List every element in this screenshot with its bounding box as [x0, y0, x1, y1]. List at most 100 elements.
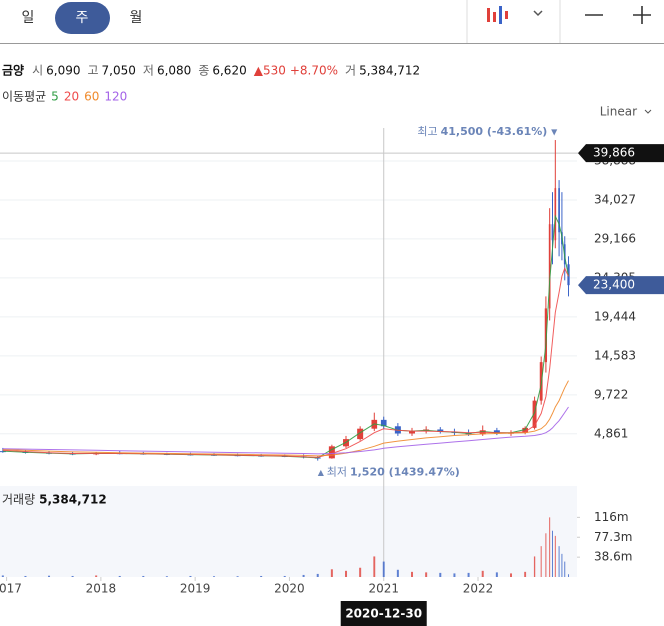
x-tick-label: 2019 [180, 582, 211, 596]
scale-selector[interactable]: Linear [600, 105, 637, 119]
chart-type-icon[interactable] [487, 6, 508, 24]
last-price: 23,400 [593, 278, 635, 292]
volume-bar [330, 569, 333, 577]
volume-bar [260, 575, 263, 577]
volume-bar [558, 546, 560, 577]
quote-value: 7,050 [102, 64, 136, 78]
note-label: 최고 [417, 125, 437, 138]
volume-bar [554, 535, 556, 577]
change-pct: +8.70% [290, 64, 338, 78]
candle-body [0, 451, 6, 453]
last-price-bg [578, 276, 664, 295]
change: ▲530 [254, 64, 286, 78]
ma-legend: 이동평균 5 20 60 120 [2, 90, 127, 104]
volume-bar [302, 574, 305, 577]
volume-bar [545, 533, 547, 577]
volume-bar [453, 573, 456, 577]
candle-body [551, 224, 554, 241]
candle-body [548, 224, 551, 309]
x-tick-label: 2017 [0, 582, 22, 596]
volume-bar [1, 575, 4, 577]
low-annotation: ▲ 최저 1,520 (1439.47%) [318, 466, 460, 479]
volume-bar [189, 575, 192, 577]
selected-tab-bg [55, 2, 110, 34]
quote-label: 종 [198, 64, 209, 78]
y-tick-label: 9,722 [594, 387, 628, 401]
y-tick-label: 19,444 [594, 309, 636, 323]
y-tick-label: 34,027 [594, 192, 636, 206]
crosshair-date-bg [340, 601, 427, 626]
volume-bar [495, 572, 498, 577]
legend-entry: 60 [84, 90, 99, 104]
ma-legend-title: 이동평균 [2, 90, 46, 104]
volume-bar [551, 530, 553, 577]
volume-bar [236, 576, 239, 577]
quote-label: 저 [143, 64, 154, 78]
volume-value: 5,384,712 [39, 493, 107, 507]
volume-bar [142, 575, 145, 577]
candle-body [437, 429, 444, 432]
quote-label: 고 [88, 64, 99, 78]
volume-tick-label: 77.3m [594, 530, 632, 544]
candle-body [522, 427, 528, 433]
volume-bar [564, 561, 566, 577]
volume-bar [24, 575, 27, 577]
volume-bar [283, 575, 286, 577]
candle-body [558, 188, 560, 233]
legend-entry: 120 [104, 90, 127, 104]
volume-title: 거래량 [2, 493, 35, 507]
scale-chevron[interactable] [644, 109, 652, 114]
dropdown-chevron[interactable] [533, 10, 543, 17]
volume-panel [0, 486, 577, 577]
high-annotation: ▼41,500 (-43.61%) 최고 [417, 125, 558, 138]
zoom-in[interactable] [633, 6, 651, 24]
ma-line [2, 380, 569, 457]
ma-line [2, 406, 569, 455]
volume-bar [71, 575, 74, 577]
quote-value: 6,620 [212, 64, 246, 78]
candle-body [357, 428, 364, 440]
volume-bar [382, 561, 385, 577]
tab-week[interactable]: 주 [76, 10, 89, 26]
volume-bar [439, 572, 442, 577]
candle-body [532, 400, 537, 428]
legend-entry: 20 [64, 90, 79, 104]
volume-bar [549, 517, 551, 577]
marker: ▼ [551, 128, 558, 137]
tab-day[interactable]: 일 [22, 10, 35, 26]
quote-value: 6,090 [46, 64, 80, 78]
note-value: 1,520 (1439.47%) [350, 466, 460, 479]
quote-value: 6,080 [157, 64, 191, 78]
volume-bar [561, 553, 563, 577]
y-tick-label: 14,583 [594, 348, 636, 362]
tab-month[interactable]: 월 [130, 10, 143, 26]
y-tick-label: 29,166 [594, 231, 636, 245]
plot: 4,8619,72214,58319,44424,30529,16634,027… [0, 125, 664, 626]
volume-bar [345, 570, 348, 577]
volume-bar [425, 572, 428, 577]
x-tick-label: 2018 [86, 582, 117, 596]
volume-bar [568, 574, 570, 577]
stock-name: 금양 [2, 63, 24, 78]
candle-body [554, 188, 557, 241]
quote-header: 금양 시 6,090 고 7,050 저 6,080 종 6,620 ▲530 +8.70% 거 5,3… [2, 63, 420, 78]
volume-bar [95, 575, 98, 577]
candle-body [409, 431, 416, 434]
note-label: 최저 [327, 466, 347, 479]
x-tick-label: 2021 [368, 582, 399, 596]
ma-line [2, 266, 569, 458]
volume-bar [316, 573, 319, 577]
candle-body [544, 308, 548, 363]
volume-bar [481, 570, 484, 577]
candle-body [328, 446, 335, 459]
y-tick-label: 4,861 [594, 426, 628, 440]
volume-bar [540, 546, 542, 577]
volume-bar [533, 556, 536, 577]
ma-line [2, 214, 569, 459]
legend-entry: 5 [51, 90, 59, 104]
volume-bar [396, 569, 399, 577]
candle-body [493, 430, 500, 434]
volume-bar [373, 556, 376, 577]
volume-bar [165, 576, 168, 577]
